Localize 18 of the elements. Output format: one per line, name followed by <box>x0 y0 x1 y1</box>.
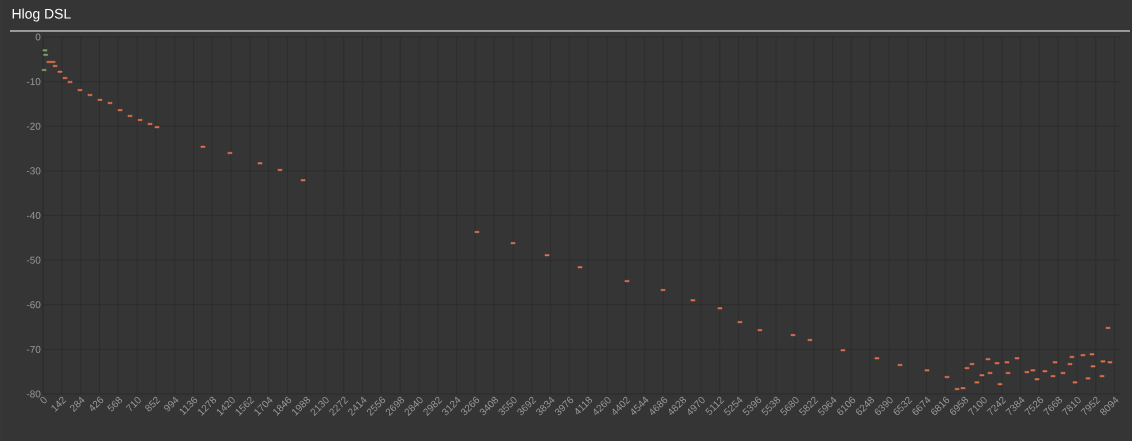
y-tick-label: -50 <box>26 256 41 264</box>
x-tick-label: 710 <box>125 396 141 412</box>
y-tick-label: -40 <box>26 211 41 220</box>
y-tick-label: -70 <box>26 345 41 353</box>
x-tick-label: 0 <box>40 396 47 404</box>
x-tick-label: 994 <box>164 396 179 412</box>
x-tick-label: 426 <box>90 396 104 412</box>
y-tick-label: -30 <box>26 167 41 175</box>
x-tick-label: 284 <box>70 396 85 412</box>
y-tick-label: -80 <box>26 390 41 398</box>
chart-title: Hlog DSL <box>12 8 71 22</box>
y-tick-label: 0 <box>35 33 41 41</box>
x-tick-label: 852 <box>145 396 161 412</box>
x-tick-label: 142 <box>51 396 67 412</box>
y-tick-label: -10 <box>26 78 41 86</box>
y-tick-label: -20 <box>26 122 41 130</box>
x-tick-label: 568 <box>107 396 123 412</box>
y-tick-label: -60 <box>26 301 41 309</box>
